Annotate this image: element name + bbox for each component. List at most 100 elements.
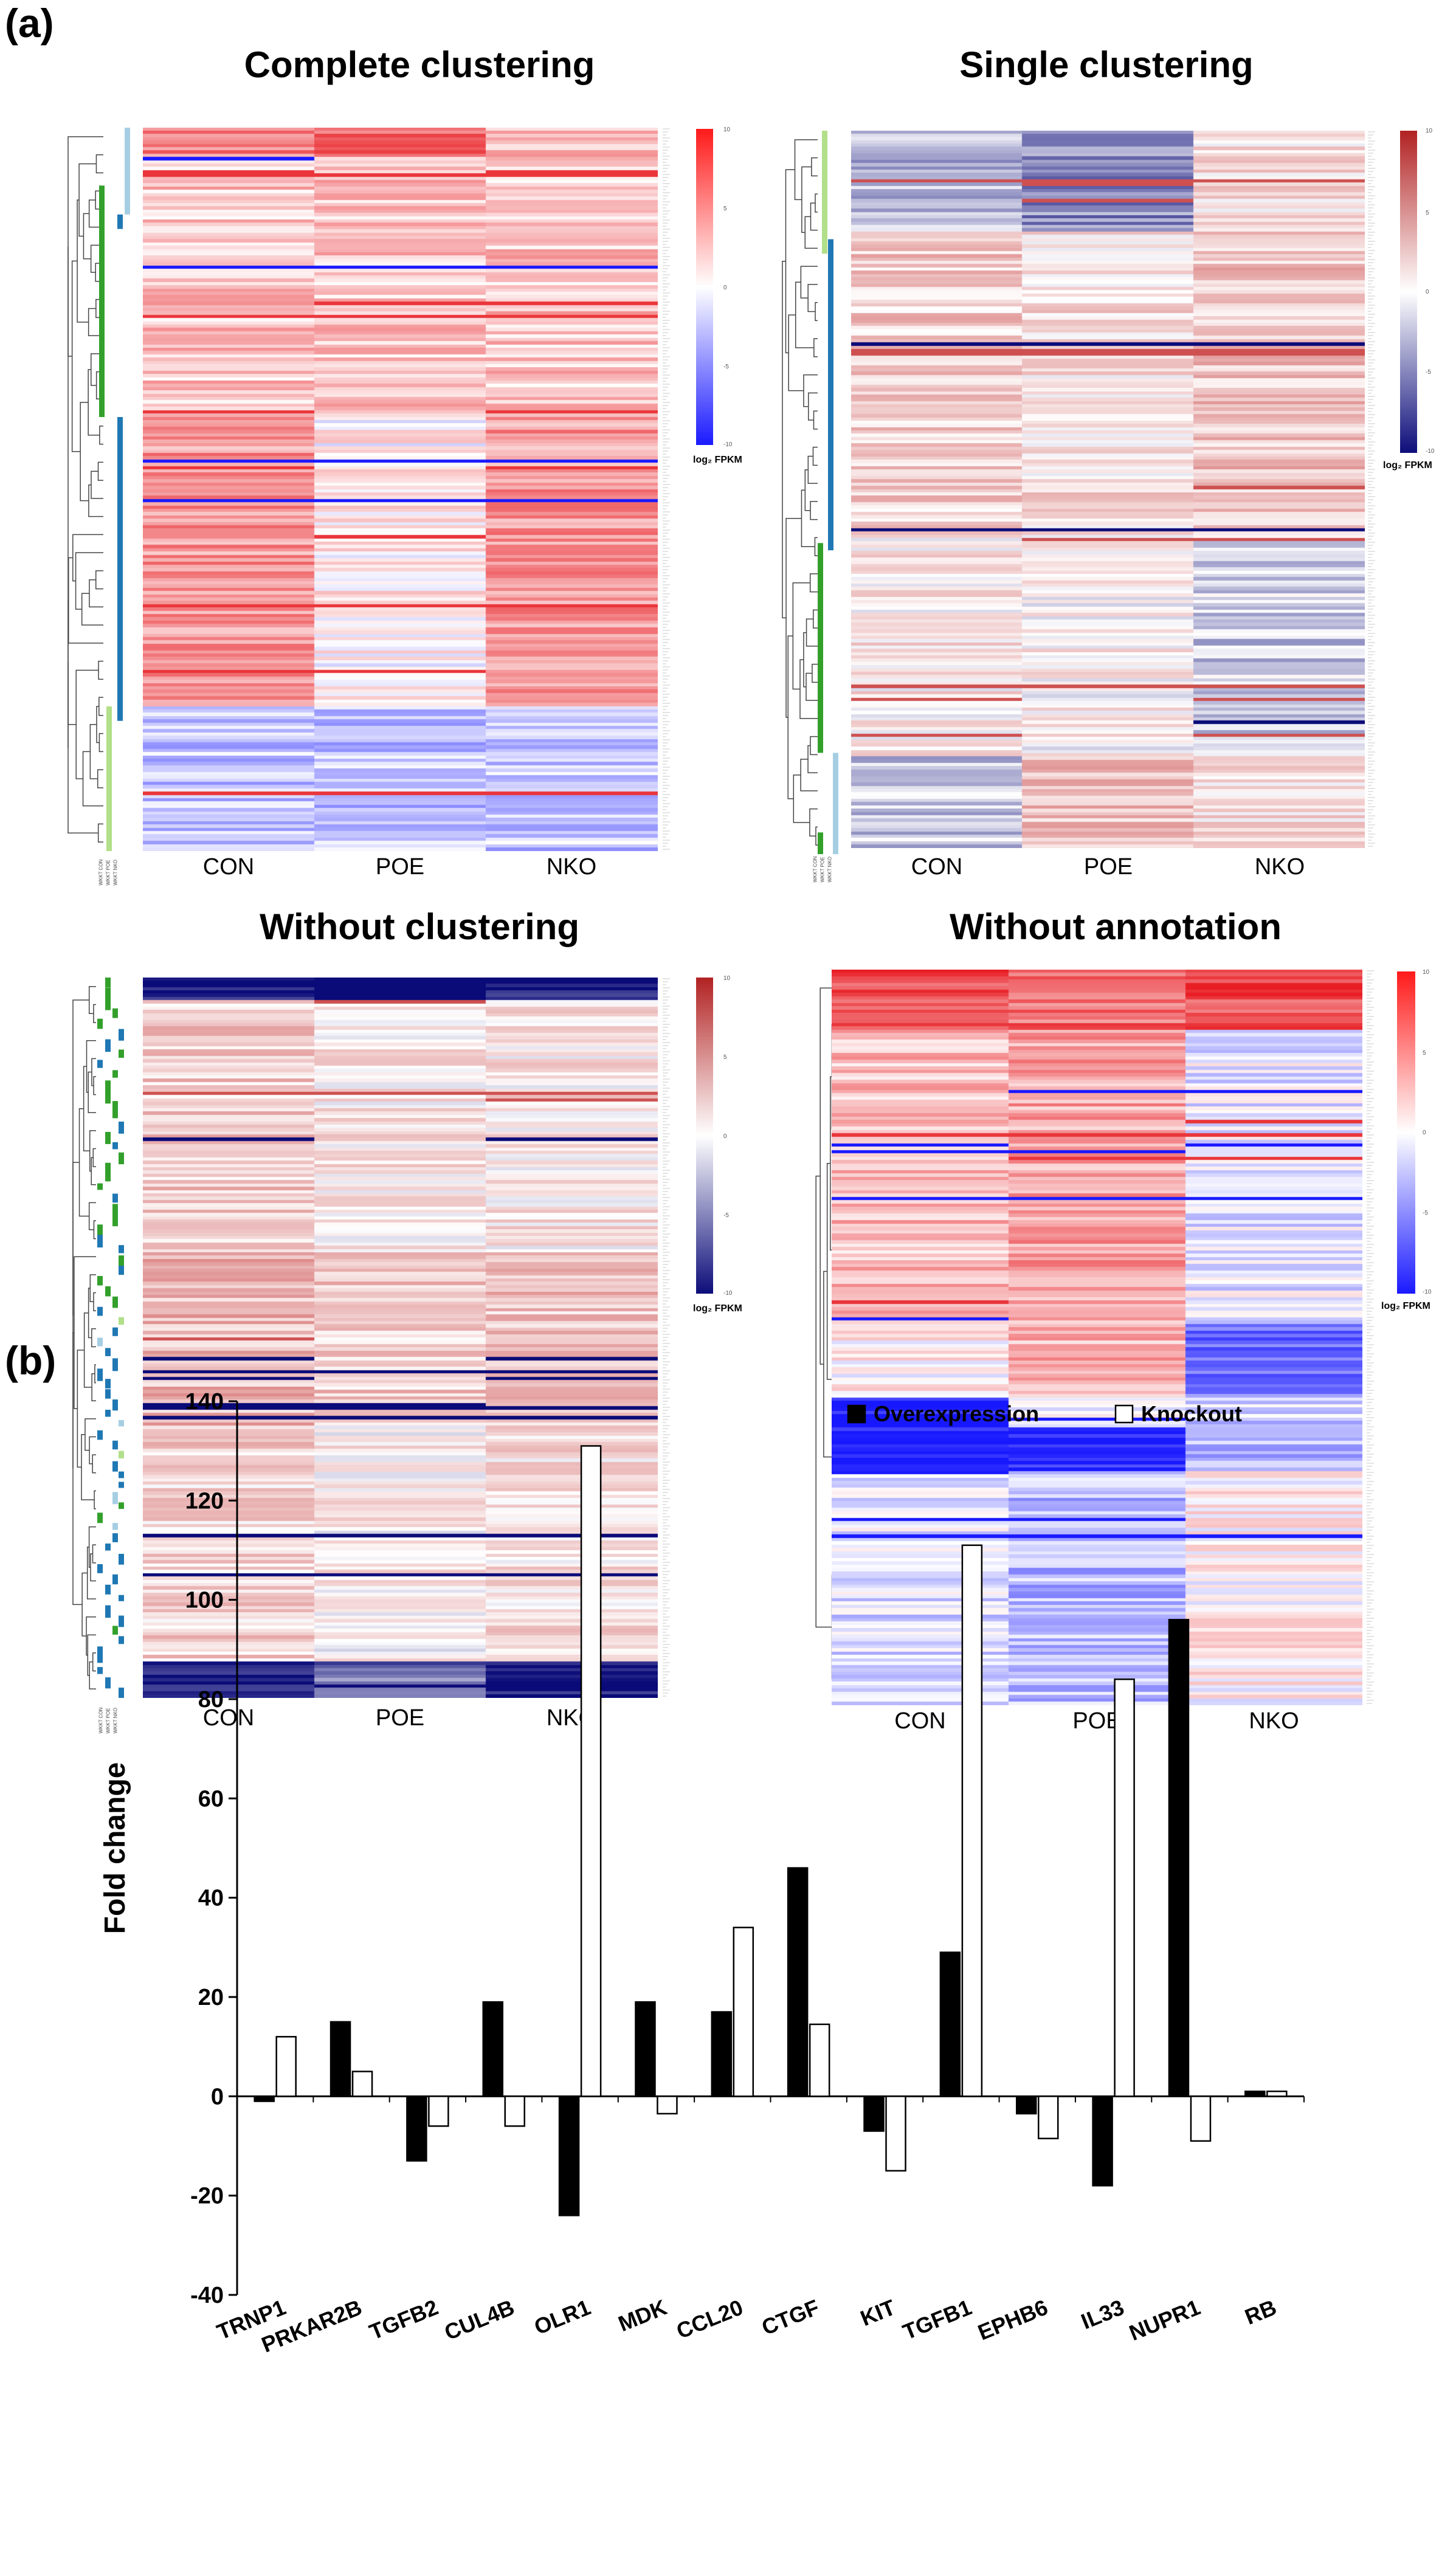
- annotation-bar: [97, 978, 124, 1698]
- annotation-segment: [97, 1060, 103, 1068]
- dendrogram-branch: [82, 751, 103, 807]
- annotation-segment: [97, 1275, 103, 1286]
- dendrogram-branch: [807, 745, 818, 773]
- annotation-segment: [112, 1399, 118, 1411]
- bar-overexpression: [254, 2095, 275, 2102]
- dendrogram-branch: [86, 1616, 96, 1656]
- colorbar-tick: -5: [723, 364, 729, 370]
- annotation-segment: [97, 1657, 103, 1663]
- dendrogram-branch: [77, 1350, 85, 1468]
- heatmap-title: Single clustering: [959, 44, 1254, 85]
- bar-knockout: [657, 2095, 678, 2115]
- dendrogram-branch: [72, 999, 89, 1316]
- dendrogram-branch: [88, 484, 103, 517]
- colorbar-tick: 0: [1426, 289, 1429, 295]
- dendrogram-branch: [815, 1175, 832, 1628]
- annotation-segment: [833, 753, 838, 854]
- colorbar-tick: 5: [1423, 1050, 1426, 1057]
- annotation-segment: [119, 1450, 124, 1459]
- colorbar-tick: 0: [723, 285, 727, 291]
- column-label: CON: [202, 1705, 255, 1731]
- bar-knockout: [428, 2095, 449, 2127]
- dendrogram-branch: [75, 552, 103, 610]
- annotation-segment: [112, 1461, 118, 1472]
- row-label-stubs: [663, 978, 670, 1697]
- colorbar-tick: -5: [1423, 1210, 1428, 1216]
- annotation-segment: [112, 1214, 118, 1227]
- annotation-segment: [119, 1419, 124, 1427]
- bar-knockout: [351, 2071, 373, 2097]
- colorbar-tick: -5: [723, 1212, 729, 1219]
- annotation-segment: [818, 543, 823, 753]
- x-tick-label: TGFB1: [899, 2294, 975, 2344]
- dendrogram-branch: [98, 660, 103, 680]
- column-label: NKO: [1249, 1708, 1299, 1734]
- dendrogram-branch: [815, 826, 818, 846]
- x-tick-label: CUL4B: [441, 2294, 518, 2345]
- row-label-stubs: [1368, 131, 1375, 847]
- dendrogram-branch: [91, 1058, 96, 1086]
- annotation-segment: [119, 1266, 124, 1275]
- dendrogram-branch: [782, 261, 787, 619]
- colorbar-tick: 0: [723, 1133, 727, 1140]
- bar-knockout: [885, 2095, 906, 2172]
- column-label: POE: [375, 854, 425, 880]
- dendrogram-branch: [792, 582, 810, 690]
- annotation-segment: [105, 1584, 111, 1595]
- x-tick-label: EPHB6: [975, 2294, 1052, 2345]
- y-tick-label: 100: [185, 1588, 224, 1613]
- annotation-segment: [97, 1337, 103, 1347]
- annotation-segment: [822, 131, 827, 254]
- colorbar-tick: -10: [1423, 1289, 1432, 1295]
- dendrogram-branch: [92, 1652, 96, 1672]
- colorbar: [1397, 971, 1415, 1294]
- annotation-segment: [105, 1131, 111, 1144]
- y-tick-label: 80: [198, 1687, 224, 1713]
- heatmap-grid: [832, 970, 1362, 1705]
- heatmap-without-annotation: Without annotation 10 5 0 -5 -10 log₂ FP…: [730, 900, 1456, 1781]
- annotation-segment: [105, 987, 111, 999]
- annotation-segment: [818, 832, 823, 854]
- dendrogram-branch: [800, 759, 818, 792]
- annotation-segment: [112, 1296, 118, 1308]
- dendrogram-branch: [794, 139, 818, 201]
- dendrogram-branch: [799, 659, 818, 719]
- dendrogram-branch: [92, 1454, 96, 1474]
- dendrogram-branch: [788, 314, 804, 391]
- colorbar-tick: 10: [1426, 128, 1433, 134]
- annotation-bar: [818, 131, 838, 854]
- heatmap-grid: [143, 128, 658, 851]
- colorbar-tick: 5: [723, 205, 727, 212]
- dendrogram-branch: [785, 169, 795, 354]
- annotation-segment: [105, 1162, 111, 1176]
- y-tick-label: 0: [211, 2084, 224, 2109]
- y-tick-label: 40: [198, 1886, 224, 1911]
- annotation-segment: [105, 1091, 111, 1104]
- annotation-segment: [119, 1317, 124, 1325]
- annotation-segment: [119, 1049, 124, 1058]
- dendrogram-branch: [811, 157, 818, 177]
- row-label-stubs: [663, 128, 670, 850]
- x-tick-label: MDK: [615, 2294, 670, 2336]
- dendrogram-branch: [93, 1292, 96, 1311]
- column-label: POE: [1083, 854, 1133, 880]
- x-tick-label: RB: [1241, 2294, 1280, 2329]
- annotation-segment: [119, 1595, 124, 1601]
- annotation-label: WKKT POE: [819, 857, 826, 883]
- colorbar-unit-label: log₂ FPKM: [1381, 1301, 1430, 1311]
- heatmap-title: Complete clustering: [244, 44, 595, 85]
- annotation-segment: [105, 1677, 111, 1689]
- colorbar-tick: 10: [1423, 969, 1430, 976]
- dendrogram-branch: [83, 213, 91, 260]
- column-label: POE: [375, 1705, 425, 1731]
- colorbar-unit-label: log₂ FPKM: [1383, 460, 1432, 471]
- annotation-segment: [112, 1533, 118, 1542]
- annotation-segment: [112, 1008, 118, 1018]
- legend-swatch: [847, 1404, 866, 1424]
- annotation-segment: [112, 1327, 118, 1336]
- annotation-segment: [112, 1070, 118, 1078]
- annotation-segment: [112, 1101, 118, 1114]
- dendrogram-branch: [787, 635, 794, 799]
- colorbar-tick: 10: [723, 975, 731, 982]
